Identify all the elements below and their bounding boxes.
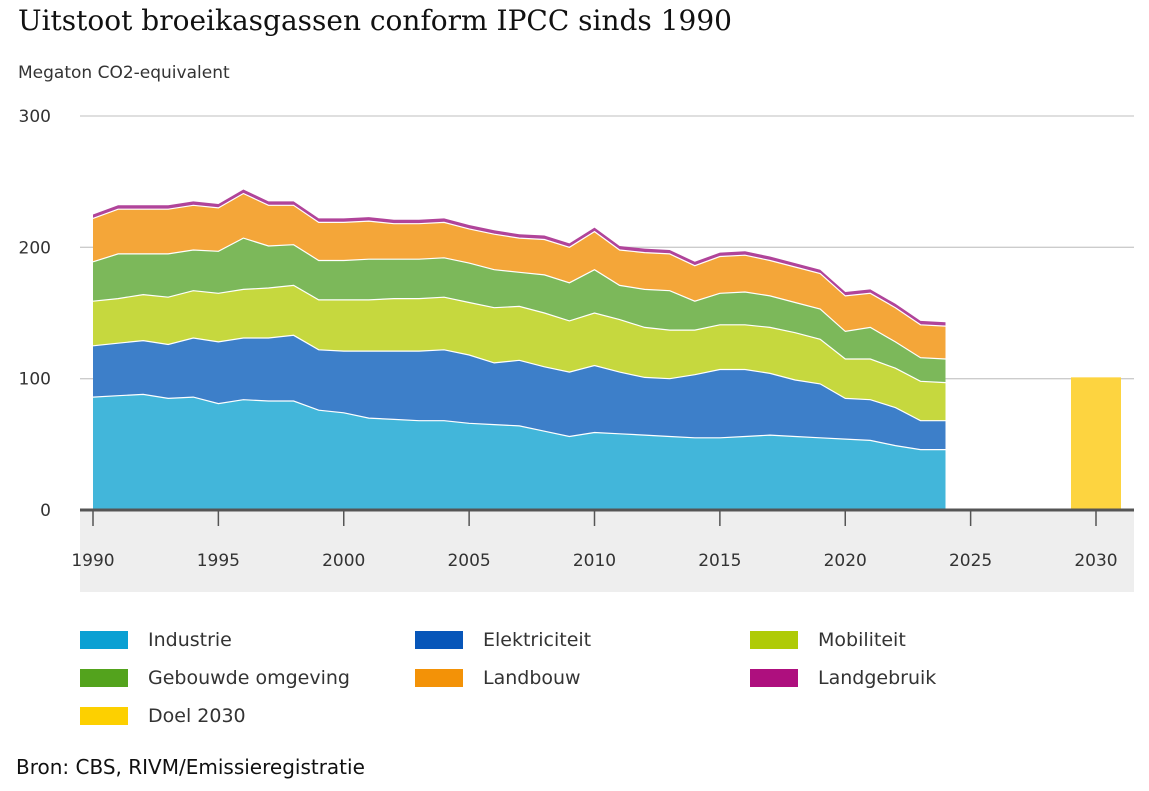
legend-label: Elektriciteit xyxy=(483,629,592,651)
legend-swatch xyxy=(80,669,128,687)
emissions-area-chart: 0 100 200 300 1990 1995 2000 2005 2010 2015 2020 20… xyxy=(19,107,1134,592)
area-landbouw xyxy=(93,193,946,359)
legend-label: Landgebruik xyxy=(818,667,937,689)
legend-item-industrie: Industrie xyxy=(80,627,232,653)
x-tick-label: 2025 xyxy=(949,551,992,571)
y-tick-label: 200 xyxy=(19,238,51,258)
y-tick-label: 300 xyxy=(19,107,51,127)
legend: Industrie Elektriciteit Mobiliteit Gebou… xyxy=(80,625,1080,735)
source-note: Bron: CBS, RIVM/Emissieregistratie xyxy=(16,755,365,779)
legend-label: Gebouwde omgeving xyxy=(148,667,350,689)
target-bar-2030 xyxy=(1071,377,1121,510)
legend-item-gebouwde-omgeving: Gebouwde omgeving xyxy=(80,665,350,691)
legend-label: Mobiliteit xyxy=(818,629,906,651)
x-tick-label: 2005 xyxy=(447,551,490,571)
y-axis-unit-label: Megaton CO2-equivalent xyxy=(18,63,230,83)
x-tick-label: 2030 xyxy=(1074,551,1117,571)
legend-swatch xyxy=(80,631,128,649)
legend-label: Industrie xyxy=(148,629,232,651)
legend-swatch xyxy=(750,669,798,687)
y-tick-label: 100 xyxy=(19,370,51,390)
legend-label: Doel 2030 xyxy=(148,705,246,727)
x-tick-label: 2020 xyxy=(824,551,867,571)
x-tick-label: 1995 xyxy=(197,551,240,571)
x-tick-label: 2000 xyxy=(322,551,365,571)
x-axis-band xyxy=(80,510,1134,592)
area-mobiliteit xyxy=(93,285,946,421)
area-boundary-landbouw xyxy=(92,192,946,327)
legend-item-landgebruik: Landgebruik xyxy=(750,665,936,691)
x-tick-label: 2015 xyxy=(698,551,741,571)
legend-swatch xyxy=(415,631,463,649)
legend-item-landbouw: Landbouw xyxy=(415,665,581,691)
area-boundary-elektriciteit xyxy=(92,334,946,422)
area-boundary-mobiliteit xyxy=(92,284,946,384)
y-tick-label: 0 xyxy=(40,501,51,521)
x-tick-label: 2010 xyxy=(573,551,616,571)
legend-item-mobiliteit: Mobiliteit xyxy=(750,627,906,653)
area-boundary-industrie xyxy=(92,393,946,451)
x-tick-label: 1990 xyxy=(71,551,114,571)
legend-swatch xyxy=(750,631,798,649)
legend-swatch xyxy=(415,669,463,687)
area-elektriciteit xyxy=(93,335,946,450)
legend-label: Landbouw xyxy=(483,667,581,689)
legend-item-elektriciteit: Elektriciteit xyxy=(415,627,591,653)
legend-item-doel-2030: Doel 2030 xyxy=(80,703,246,729)
legend-swatch xyxy=(80,707,128,725)
area-gebouwde-omgeving xyxy=(93,238,946,383)
area-boundary-gebouwde-omgeving xyxy=(92,237,946,360)
area-industrie xyxy=(93,394,946,510)
chart-title: Uitstoot broeikasgassen conform IPCC sin… xyxy=(18,4,732,37)
